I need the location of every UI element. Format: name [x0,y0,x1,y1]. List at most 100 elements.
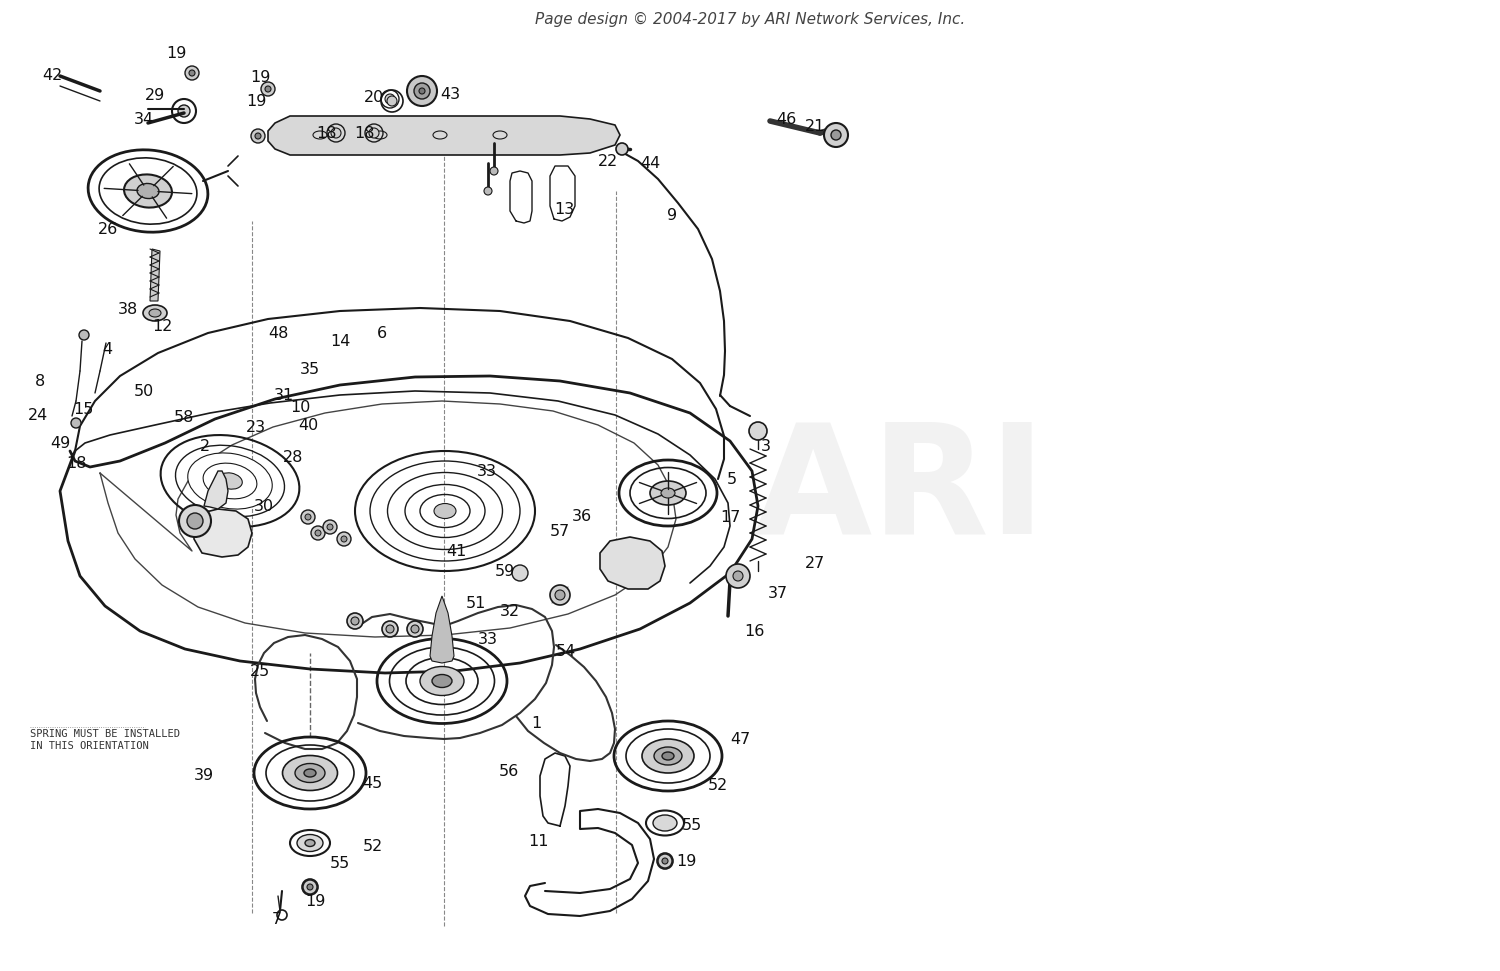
Text: 34: 34 [134,112,154,126]
Text: 51: 51 [466,595,486,611]
Text: 49: 49 [50,436,70,451]
Circle shape [346,613,363,629]
Circle shape [386,94,394,104]
Text: 59: 59 [495,563,514,579]
Ellipse shape [650,481,686,505]
Circle shape [308,884,314,890]
Circle shape [616,143,628,155]
Text: 33: 33 [477,463,496,479]
Text: 21: 21 [806,118,825,133]
Ellipse shape [304,769,316,777]
Circle shape [414,83,430,99]
Circle shape [550,585,570,605]
Ellipse shape [297,834,322,852]
Polygon shape [430,596,454,663]
Polygon shape [194,509,252,557]
Text: 54: 54 [556,644,576,658]
Circle shape [734,571,742,581]
Text: 3: 3 [760,439,771,453]
Text: 50: 50 [134,384,154,398]
Text: 33: 33 [478,631,498,647]
Text: 30: 30 [254,498,274,514]
Ellipse shape [188,452,272,509]
Circle shape [261,82,274,96]
Text: 14: 14 [330,333,350,349]
Text: 25: 25 [251,663,270,679]
Circle shape [369,128,380,138]
Ellipse shape [282,755,338,790]
Circle shape [340,536,346,542]
Circle shape [327,524,333,530]
Circle shape [416,88,424,98]
Text: 40: 40 [298,418,318,432]
Polygon shape [204,471,228,509]
Text: 41: 41 [446,544,466,558]
Circle shape [748,422,766,440]
Circle shape [80,330,88,340]
Circle shape [386,625,394,633]
Ellipse shape [142,305,166,321]
Circle shape [332,128,340,138]
Text: 4: 4 [102,342,112,356]
Circle shape [484,187,492,195]
Text: 52: 52 [708,778,728,792]
Circle shape [662,858,668,864]
Ellipse shape [296,763,326,783]
Circle shape [303,880,316,894]
Ellipse shape [654,747,682,765]
Ellipse shape [432,675,451,687]
Text: 23: 23 [246,419,266,434]
Text: 6: 6 [376,325,387,341]
Polygon shape [150,249,160,301]
Circle shape [406,76,436,106]
Text: 46: 46 [776,112,796,126]
Text: 56: 56 [500,763,519,779]
Text: 15: 15 [74,401,93,417]
Circle shape [302,879,318,895]
Circle shape [512,565,528,581]
Text: 27: 27 [806,555,825,571]
Text: ARI: ARI [753,417,1047,565]
Text: 1: 1 [531,716,542,730]
Text: 26: 26 [98,221,118,237]
Text: 55: 55 [330,855,350,870]
Circle shape [188,513,202,529]
Text: 57: 57 [550,523,570,539]
Text: 13: 13 [554,202,574,217]
Circle shape [315,530,321,536]
Ellipse shape [124,175,172,208]
Circle shape [387,96,398,106]
Text: 18: 18 [354,125,375,141]
Text: 2: 2 [200,439,210,453]
Circle shape [302,510,315,524]
Text: 7: 7 [272,912,282,926]
Text: 52: 52 [363,839,382,854]
Text: 32: 32 [500,604,520,619]
Circle shape [338,532,351,546]
Polygon shape [600,537,664,589]
Text: 10: 10 [290,399,310,415]
Text: 44: 44 [640,155,660,171]
Circle shape [251,129,266,143]
Text: 5: 5 [728,472,736,486]
Text: 45: 45 [362,776,382,790]
Text: 42: 42 [42,68,62,83]
Circle shape [411,625,419,633]
Text: 35: 35 [300,361,320,377]
Text: 18: 18 [315,125,336,141]
Circle shape [184,66,200,80]
Circle shape [266,86,272,92]
Text: 17: 17 [720,510,740,524]
Text: 19: 19 [246,93,266,109]
Polygon shape [268,116,620,155]
Text: 19: 19 [166,46,186,60]
Text: 43: 43 [440,86,460,102]
Text: 12: 12 [152,318,172,333]
Ellipse shape [662,752,674,760]
Text: 19: 19 [251,70,270,84]
Text: 19: 19 [304,893,326,909]
Ellipse shape [210,468,251,494]
Circle shape [657,853,674,869]
Circle shape [658,854,672,868]
Circle shape [406,621,423,637]
